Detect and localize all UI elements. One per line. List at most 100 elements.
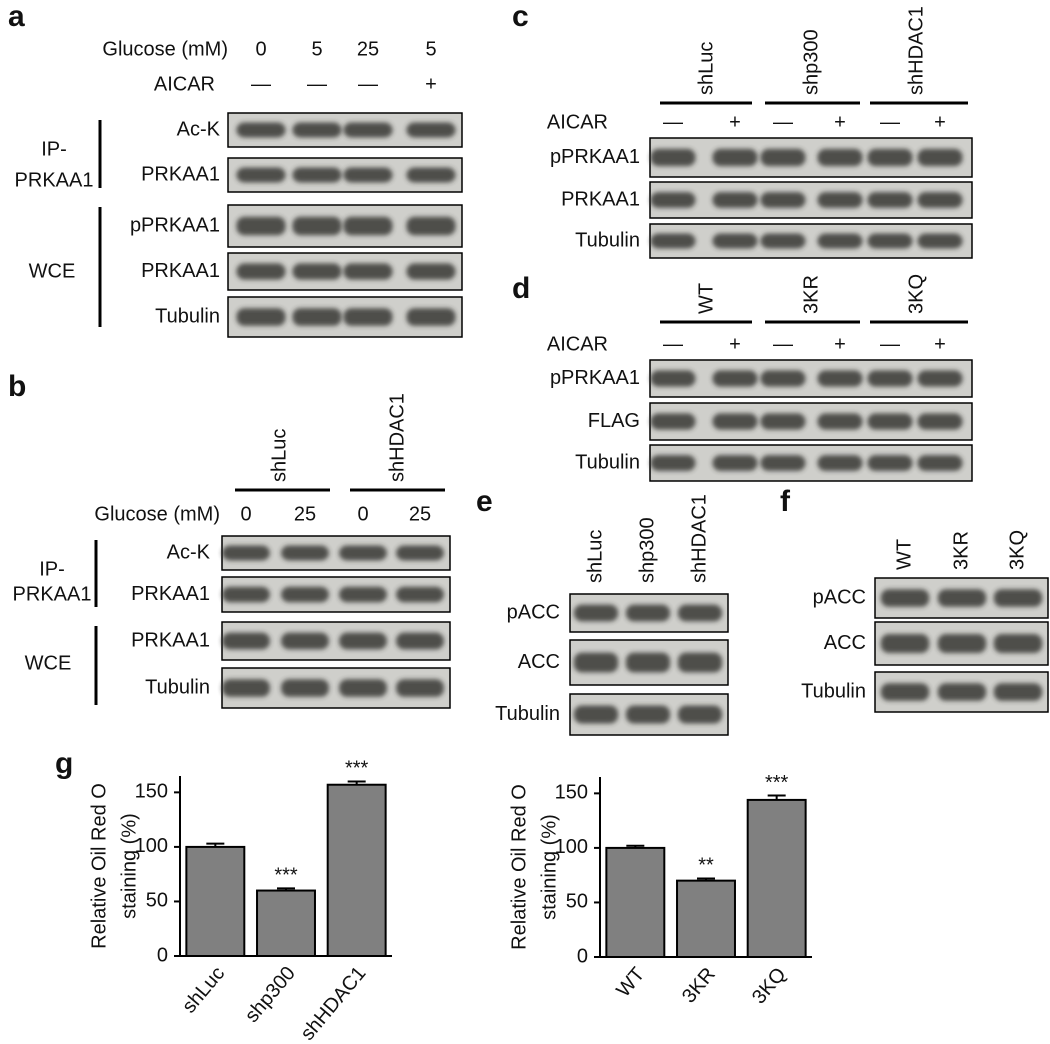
condition-value: — — [663, 111, 683, 133]
band — [650, 192, 696, 208]
band — [281, 545, 329, 561]
sample-group: shHDAC1 — [386, 393, 408, 482]
band — [712, 148, 758, 167]
lane-label: WT — [893, 539, 915, 570]
band — [677, 705, 723, 724]
band — [406, 122, 456, 138]
sample-group: shLuc — [695, 42, 717, 95]
band — [917, 455, 963, 471]
sample-group: shp300 — [800, 29, 822, 95]
y-axis-label: staining (%) — [118, 813, 140, 919]
condition-value: + — [425, 73, 437, 95]
band — [396, 632, 444, 650]
band — [817, 455, 863, 471]
band — [281, 679, 329, 697]
blot-label: pACC — [813, 586, 866, 608]
y-tick-label: 100 — [555, 836, 588, 858]
condition-value: 0 — [255, 38, 266, 60]
condition-value: 25 — [357, 38, 379, 60]
condition-value: — — [358, 73, 378, 95]
condition-name: AICAR — [547, 111, 608, 133]
blot-label: FLAG — [588, 410, 640, 432]
y-tick-label: 150 — [555, 782, 588, 804]
condition-value: 5 — [425, 38, 436, 60]
band — [917, 370, 963, 387]
panel-label: f — [780, 485, 791, 518]
band — [222, 545, 270, 561]
band — [817, 413, 863, 430]
lane-label: 3KR — [950, 531, 972, 570]
band — [867, 192, 913, 208]
blot-label: ACC — [824, 632, 866, 654]
blot-label: pPRKAA1 — [130, 214, 220, 236]
band — [625, 604, 671, 622]
condition-value: + — [934, 333, 946, 355]
blot-label: PRKAA1 — [131, 583, 210, 605]
sample-group: WT — [695, 283, 717, 314]
band — [650, 413, 696, 430]
band — [236, 308, 286, 326]
blot-label: ACC — [518, 651, 560, 673]
band — [222, 679, 270, 697]
band — [677, 652, 723, 673]
band — [937, 589, 987, 607]
sample-group: 3KQ — [905, 274, 927, 314]
band — [406, 263, 456, 280]
band — [867, 455, 913, 471]
blot-label: Tubulin — [155, 305, 220, 327]
condition-name: AICAR — [547, 333, 608, 355]
blot-label: Tubulin — [575, 451, 640, 473]
band — [292, 308, 342, 326]
panel-label: e — [476, 485, 493, 518]
band — [760, 148, 806, 167]
blot-label: PRKAA1 — [131, 629, 210, 651]
band — [573, 652, 619, 673]
band — [880, 683, 930, 701]
blot-label: pPRKAA1 — [550, 146, 640, 168]
y-tick-label: 50 — [566, 891, 588, 913]
band — [236, 216, 286, 236]
condition-value: 25 — [409, 503, 431, 525]
group-label: WCE — [29, 260, 76, 282]
condition-value: + — [729, 111, 741, 133]
condition-value: 5 — [311, 38, 322, 60]
blot-label: Tubulin — [575, 229, 640, 251]
band — [760, 413, 806, 430]
lane-label: shLuc — [584, 530, 606, 583]
x-tick-label: shHDAC1 — [297, 962, 371, 1044]
significance: *** — [345, 758, 369, 780]
band — [396, 586, 444, 603]
band — [236, 167, 286, 183]
band — [339, 679, 387, 697]
band — [343, 216, 393, 236]
band — [760, 370, 806, 387]
band — [937, 634, 987, 653]
band — [817, 148, 863, 167]
band — [993, 589, 1043, 607]
condition-value: — — [251, 73, 271, 95]
band — [993, 634, 1043, 653]
band — [917, 192, 963, 208]
condition-value: — — [773, 111, 793, 133]
band — [406, 167, 456, 183]
band — [917, 233, 963, 249]
band — [880, 589, 930, 607]
band — [339, 586, 387, 603]
y-axis-label: Relative Oil Red O — [88, 783, 110, 949]
band — [867, 233, 913, 249]
x-tick-label: 3KQ — [748, 963, 791, 1008]
band — [760, 233, 806, 249]
condition-value: 25 — [294, 503, 316, 525]
band — [406, 216, 456, 236]
band — [712, 413, 758, 430]
condition-value: — — [880, 111, 900, 133]
condition-value: + — [834, 333, 846, 355]
condition-value: — — [663, 333, 683, 355]
blot-label: PRKAA1 — [141, 260, 220, 282]
condition-name: Glucose (mM) — [94, 503, 220, 525]
band — [937, 683, 987, 701]
band — [880, 634, 930, 653]
condition-value: — — [880, 333, 900, 355]
sample-group: shHDAC1 — [905, 6, 927, 95]
condition-value: + — [934, 111, 946, 133]
